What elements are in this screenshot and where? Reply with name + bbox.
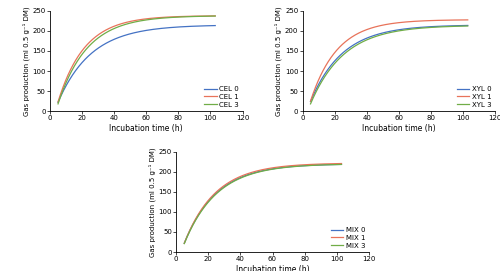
CEL 0 <box>148 28 154 31</box>
MIX 1 <box>266 167 272 170</box>
CEL 1 <box>184 15 190 18</box>
XYL 3 <box>436 25 442 28</box>
CEL 0 <box>212 24 218 27</box>
CEL 0 <box>55 101 61 104</box>
CEL 3 <box>148 18 154 21</box>
XYL 1 <box>382 23 388 26</box>
MIX 0 <box>310 164 316 167</box>
XYL 1 <box>461 18 467 22</box>
XYL 0 <box>392 29 398 32</box>
Line: MIX 0: MIX 0 <box>184 164 342 243</box>
XYL 3 <box>382 32 388 35</box>
MIX 1 <box>334 162 340 165</box>
MIX 3 <box>338 163 344 166</box>
MIX 0 <box>266 168 272 171</box>
Y-axis label: Gas production (ml 0.5 g⁻¹ DM): Gas production (ml 0.5 g⁻¹ DM) <box>148 147 156 257</box>
MIX 0 <box>257 170 263 173</box>
MIX 1 <box>182 241 188 245</box>
CEL 3 <box>184 15 190 18</box>
X-axis label: Incubation time (h): Incubation time (h) <box>110 124 183 133</box>
Line: MIX 1: MIX 1 <box>184 163 342 243</box>
MIX 1 <box>257 169 263 172</box>
XYL 1 <box>383 23 389 26</box>
CEL 0 <box>130 31 136 35</box>
XYL 3 <box>464 24 470 28</box>
CEL 0 <box>130 31 136 35</box>
CEL 1 <box>212 14 218 18</box>
MIX 1 <box>310 163 316 166</box>
XYL 1 <box>464 18 470 21</box>
CEL 1 <box>55 100 61 104</box>
XYL 0 <box>383 31 389 34</box>
MIX 1 <box>275 166 281 169</box>
Line: CEL 0: CEL 0 <box>58 25 215 102</box>
X-axis label: Incubation time (h): Incubation time (h) <box>362 124 436 133</box>
Legend: MIX 0, MIX 1, MIX 3: MIX 0, MIX 1, MIX 3 <box>329 226 366 250</box>
Legend: CEL 0, CEL 1, CEL 3: CEL 0, CEL 1, CEL 3 <box>202 85 240 109</box>
MIX 0 <box>182 241 188 245</box>
XYL 3 <box>383 32 389 35</box>
XYL 3 <box>461 24 467 28</box>
CEL 3 <box>140 19 146 22</box>
CEL 3 <box>130 21 136 24</box>
Line: CEL 1: CEL 1 <box>58 16 215 102</box>
CEL 1 <box>130 19 136 22</box>
Legend: XYL 0, XYL 1, XYL 3: XYL 0, XYL 1, XYL 3 <box>455 85 493 109</box>
Line: MIX 3: MIX 3 <box>184 164 342 244</box>
Line: XYL 1: XYL 1 <box>310 20 468 101</box>
XYL 0 <box>308 100 314 103</box>
MIX 3 <box>257 170 263 173</box>
MIX 0 <box>256 170 262 173</box>
MIX 0 <box>334 163 340 166</box>
MIX 0 <box>338 163 344 166</box>
XYL 1 <box>401 21 407 24</box>
CEL 1 <box>148 17 154 20</box>
CEL 3 <box>130 21 136 24</box>
Line: XYL 0: XYL 0 <box>310 25 468 101</box>
CEL 1 <box>130 19 136 22</box>
CEL 3 <box>55 102 61 105</box>
MIX 3 <box>182 242 188 245</box>
XYL 0 <box>436 25 442 28</box>
CEL 0 <box>184 25 190 28</box>
CEL 0 <box>140 29 146 33</box>
MIX 3 <box>266 168 272 171</box>
XYL 0 <box>461 24 467 27</box>
XYL 3 <box>392 30 398 33</box>
MIX 3 <box>256 170 262 174</box>
Y-axis label: Gas production (ml 0.5 g⁻¹ DM): Gas production (ml 0.5 g⁻¹ DM) <box>274 6 282 116</box>
XYL 1 <box>308 99 314 103</box>
XYL 1 <box>392 21 398 25</box>
Line: CEL 3: CEL 3 <box>58 16 215 104</box>
MIX 3 <box>310 164 316 167</box>
XYL 0 <box>401 27 407 31</box>
XYL 1 <box>436 19 442 22</box>
XYL 3 <box>308 102 314 105</box>
CEL 0 <box>208 24 214 27</box>
CEL 1 <box>208 14 214 18</box>
CEL 3 <box>208 14 214 18</box>
MIX 3 <box>334 163 340 166</box>
MIX 0 <box>275 166 281 170</box>
CEL 3 <box>212 14 218 18</box>
MIX 1 <box>256 169 262 172</box>
Line: XYL 3: XYL 3 <box>310 26 468 104</box>
XYL 0 <box>382 31 388 34</box>
MIX 1 <box>338 162 344 165</box>
XYL 0 <box>464 24 470 27</box>
Y-axis label: Gas production (ml 0.5 g⁻¹ DM): Gas production (ml 0.5 g⁻¹ DM) <box>22 6 30 116</box>
XYL 3 <box>401 28 407 32</box>
MIX 3 <box>275 167 281 170</box>
CEL 1 <box>140 18 146 21</box>
X-axis label: Incubation time (h): Incubation time (h) <box>236 265 310 271</box>
